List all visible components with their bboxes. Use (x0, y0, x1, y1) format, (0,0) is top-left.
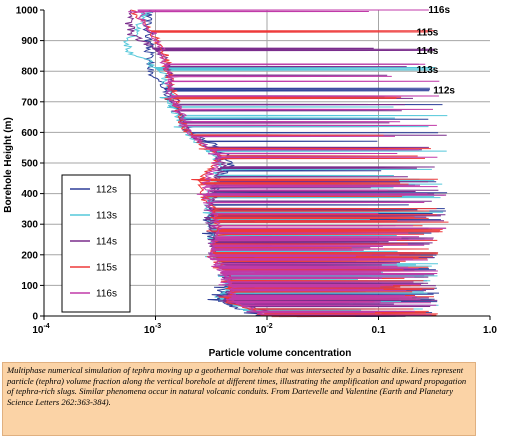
curve-label-113s: 113s (417, 65, 439, 76)
y-tick-label: 200 (21, 250, 38, 261)
y-tick-label: 500 (21, 159, 38, 170)
y-tick-label: 900 (21, 36, 38, 47)
curve-label-114s: 114s (417, 46, 439, 57)
figure-caption: Multiphase numerical simulation of tephr… (2, 362, 476, 436)
x-tick-label: 10-2 (255, 323, 272, 336)
curve-label-112s: 112s (433, 86, 455, 97)
axes (40, 9, 491, 320)
x-tick-label: 10-4 (32, 323, 49, 336)
curve-label-115s: 115s (417, 27, 439, 38)
y-axis-title: Borehole Height (m) (3, 117, 14, 213)
legend-label-113s: 113s (96, 211, 117, 222)
legend-label-116s: 116s (96, 289, 117, 300)
curve-label-116s: 116s (428, 5, 450, 16)
y-tick-label: 100 (21, 281, 38, 292)
y-tick-label: 400 (21, 189, 38, 200)
series-line-116s (128, 9, 447, 317)
x-tick-label: 10-3 (144, 323, 161, 336)
grid (44, 10, 490, 316)
x-axis-title: Particle volume concentration (209, 348, 352, 359)
x-tick-label: 1.0 (483, 325, 497, 336)
y-tick-label: 800 (21, 67, 38, 78)
y-tick-label: 0 (32, 312, 38, 323)
legend-label-115s: 115s (96, 263, 117, 274)
legend-label-114s: 114s (96, 237, 117, 248)
chart: 0 100 200 300 400 500 600 700 800 900 1000 10-4 10-3… (3, 5, 498, 359)
legend-label-112s: 112s (96, 185, 117, 196)
curve-labels: 116s 115s 114s 113s 112s (417, 5, 456, 96)
y-tick-label: 700 (21, 97, 38, 108)
y-tick-label: 1000 (16, 6, 39, 17)
tick-labels: 0 100 200 300 400 500 600 700 800 900 1000 10-4 10-3… (16, 6, 498, 337)
x-tick-label: 0.1 (372, 325, 386, 336)
legend: 112s 113s 114s 115s 116s (61, 174, 131, 313)
y-tick-label: 600 (21, 128, 38, 139)
series-lines (123, 9, 449, 318)
legend-box (61, 174, 131, 313)
y-tick-label: 300 (21, 220, 38, 231)
